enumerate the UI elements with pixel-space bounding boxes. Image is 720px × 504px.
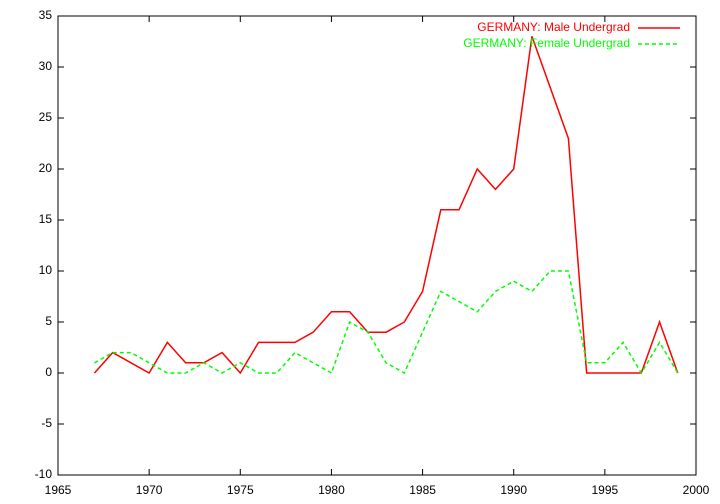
y-tick-label: 35 xyxy=(39,8,53,22)
x-tick-label: 1995 xyxy=(592,483,619,497)
x-tick-label: 1990 xyxy=(500,483,527,497)
x-tick-label: 1975 xyxy=(227,483,254,497)
x-tick-label: 1985 xyxy=(409,483,436,497)
y-tick-label: 15 xyxy=(39,212,53,226)
y-tick-label: 30 xyxy=(39,59,53,73)
y-tick-label: -10 xyxy=(35,467,53,481)
y-tick-label: 5 xyxy=(45,314,52,328)
x-tick-label: 1965 xyxy=(45,483,72,497)
y-tick-label: 20 xyxy=(39,161,53,175)
series-line xyxy=(93,36,679,375)
x-tick-label: 2000 xyxy=(683,483,710,497)
y-tick-label: 10 xyxy=(39,263,53,277)
y-tick-label: 0 xyxy=(45,365,52,379)
legend-label: GERMANY: Female Undergrad xyxy=(463,36,630,50)
plot-frame xyxy=(57,15,697,476)
x-tick-label: 1980 xyxy=(318,483,345,497)
y-tick-label: -5 xyxy=(41,416,52,430)
y-tick-label: 25 xyxy=(39,110,53,124)
x-tick-label: 1970 xyxy=(136,483,163,497)
series-line xyxy=(94,270,679,375)
legend-label: GERMANY: Male Undergrad xyxy=(477,20,630,34)
